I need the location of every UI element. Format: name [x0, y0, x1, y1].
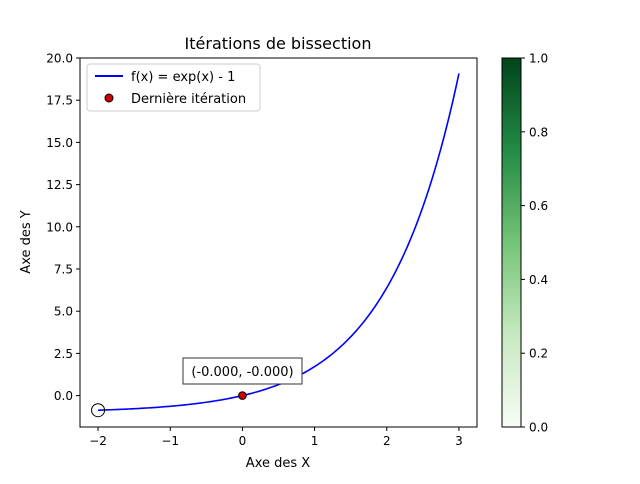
colorbar-tick-label: 1.0 [529, 52, 548, 66]
annotation: (-0.000, -0.000) [182, 357, 303, 385]
y-tick-label: 20.0 [46, 52, 73, 66]
legend-frame [86, 63, 261, 112]
y-axis-ticks: 0.0 2.5 5.0 7.5 10.0 12.5 15.0 17.5 20.0 [46, 52, 80, 403]
last-iteration-point [238, 391, 247, 400]
legend-label-series: f(x) = exp(x) - 1 [131, 70, 235, 85]
colorbar-tick-label: 0.0 [529, 421, 548, 435]
y-axis-label: Axe des Y [19, 210, 34, 273]
colorbar-tick-label: 0.4 [529, 273, 548, 287]
y-tick-label: 2.5 [54, 347, 73, 361]
y-tick-label: 10.0 [46, 220, 73, 234]
colorbar-tick-label: 0.6 [529, 199, 548, 213]
legend-point-swatch [104, 93, 114, 103]
annotation-text: (-0.000, -0.000) [191, 365, 293, 380]
colorbar-tick-label: 0.2 [529, 347, 548, 361]
y-tick-label: 7.5 [54, 263, 73, 277]
series-line [98, 73, 460, 411]
y-tick-label: 15.0 [46, 136, 73, 150]
x-tick-label: 1 [311, 434, 319, 448]
annotation-box [182, 357, 303, 385]
y-tick-label: 17.5 [46, 94, 73, 108]
start-marker [91, 403, 106, 418]
x-axis-label: Axe des X [246, 456, 310, 471]
x-tick-label: 3 [455, 434, 463, 448]
y-tick-label: 12.5 [46, 178, 73, 192]
chart-title: Itérations de bissection [185, 34, 372, 53]
legend: f(x) = exp(x) - 1 Dernière itération [86, 63, 261, 112]
colorbar-tick-label: 0.8 [529, 125, 548, 139]
colorbar: 0.0 0.2 0.4 0.6 0.8 1.0 [501, 52, 548, 435]
x-axis-ticks: −2 −1 0 1 2 3 [89, 427, 463, 448]
x-tick-label: 0 [239, 434, 247, 448]
y-tick-label: 5.0 [54, 305, 73, 319]
x-tick-label: −2 [89, 434, 107, 448]
x-tick-label: −1 [161, 434, 179, 448]
colorbar-gradient [501, 57, 522, 428]
plot-frame [79, 57, 478, 428]
x-tick-label: 2 [383, 434, 391, 448]
legend-label-point: Dernière itération [131, 92, 246, 107]
colorbar-ticks: 0.0 0.2 0.4 0.6 0.8 1.0 [521, 52, 548, 435]
y-tick-label: 0.0 [54, 389, 73, 403]
